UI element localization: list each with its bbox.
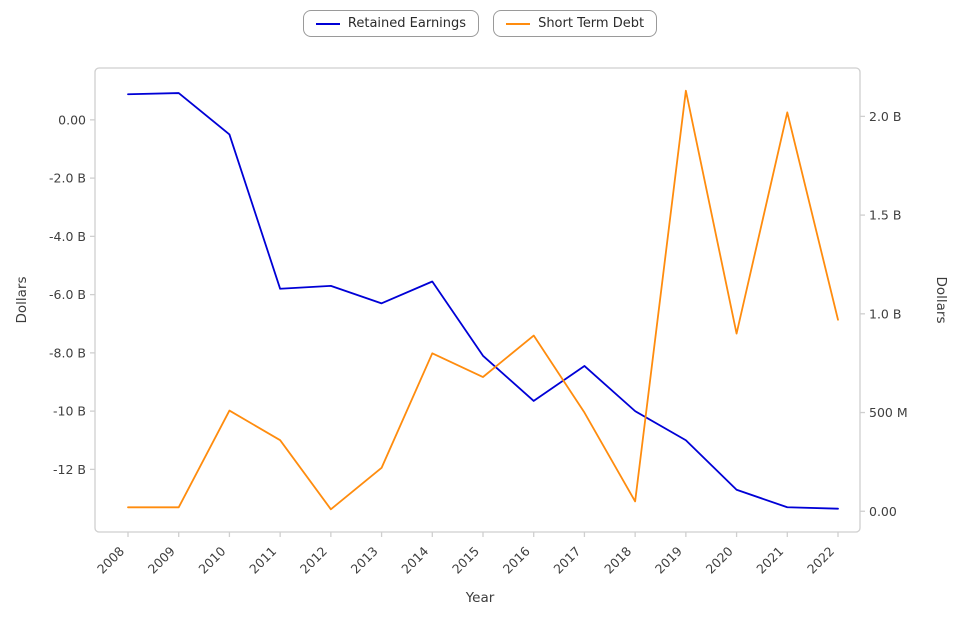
svg-text:-4.0 B: -4.0 B <box>49 229 86 244</box>
legend-item-short-term-debt[interactable]: Short Term Debt <box>493 10 658 37</box>
right-y-axis-title: Dollars <box>933 276 949 324</box>
svg-text:2008: 2008 <box>94 543 127 576</box>
legend-label-short-term-debt: Short Term Debt <box>538 16 645 31</box>
svg-text:2.0 B: 2.0 B <box>869 109 901 124</box>
svg-text:2011: 2011 <box>246 544 279 577</box>
short-term-debt-line-swatch <box>506 22 531 25</box>
svg-text:0.00: 0.00 <box>869 504 897 519</box>
svg-text:2021: 2021 <box>753 544 786 577</box>
svg-text:2013: 2013 <box>348 544 381 577</box>
left-y-axis-title: Dollars <box>14 276 30 324</box>
legend-label-retained-earnings: Retained Earnings <box>347 16 467 31</box>
svg-text:2020: 2020 <box>703 543 736 576</box>
svg-text:-6.0 B: -6.0 B <box>49 287 86 302</box>
svg-text:2010: 2010 <box>195 543 228 576</box>
svg-text:2009: 2009 <box>145 543 178 576</box>
svg-text:2012: 2012 <box>297 544 330 577</box>
svg-text:500 M: 500 M <box>869 405 908 420</box>
retained-earnings-line-swatch <box>315 22 340 25</box>
svg-text:1.5 B: 1.5 B <box>869 208 901 223</box>
svg-text:2022: 2022 <box>804 544 837 577</box>
svg-text:-2.0 B: -2.0 B <box>49 171 86 186</box>
svg-text:1.0 B: 1.0 B <box>869 306 901 321</box>
legend-item-retained-earnings[interactable]: Retained Earnings <box>302 10 480 37</box>
svg-text:-8.0 B: -8.0 B <box>49 345 86 360</box>
svg-text:-12 B: -12 B <box>53 462 86 477</box>
svg-text:2019: 2019 <box>652 543 685 576</box>
svg-text:2016: 2016 <box>500 543 533 576</box>
svg-text:2018: 2018 <box>601 543 634 576</box>
svg-text:2017: 2017 <box>550 544 583 577</box>
svg-text:-10 B: -10 B <box>53 404 86 419</box>
svg-text:2014: 2014 <box>398 543 431 576</box>
svg-text:0.00: 0.00 <box>58 112 86 127</box>
svg-text:2015: 2015 <box>449 544 482 577</box>
legend: Retained Earnings Short Term Debt <box>0 10 960 37</box>
x-axis-title: Year <box>465 590 495 606</box>
